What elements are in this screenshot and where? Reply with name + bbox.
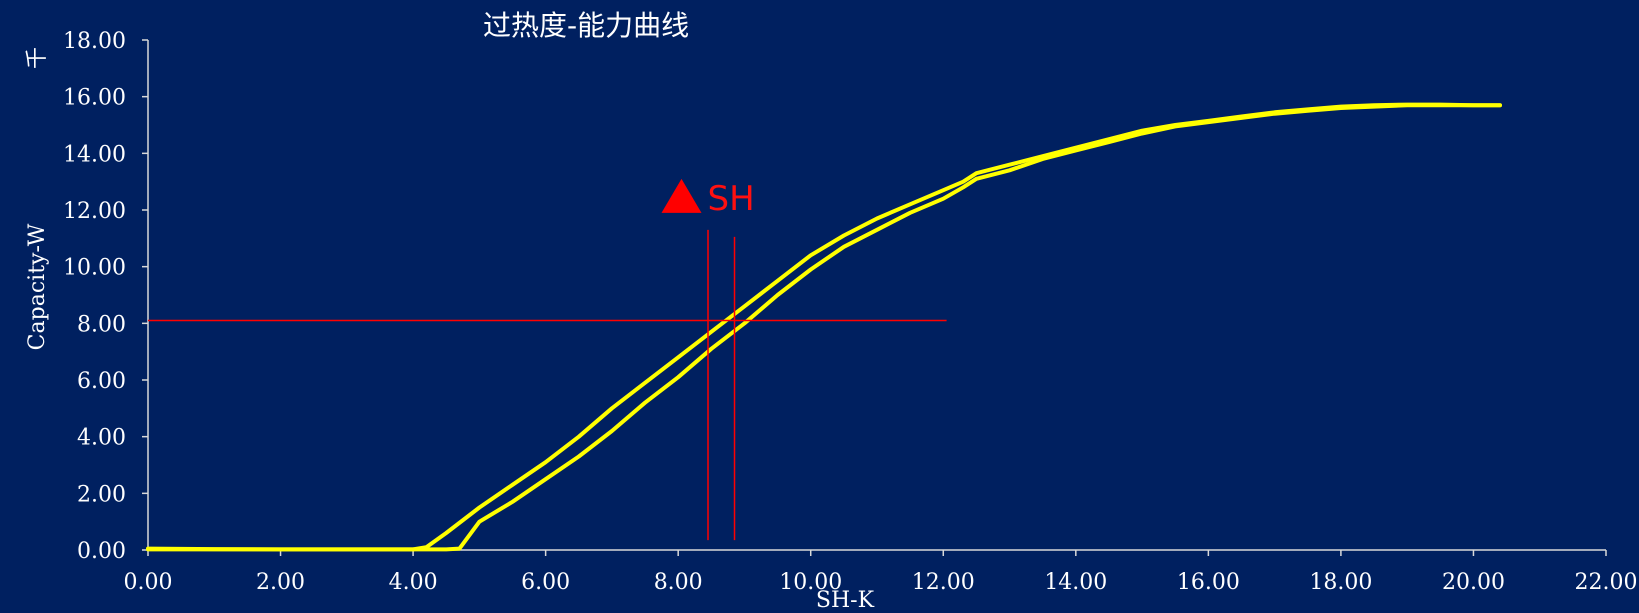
x-axis-title: SH-K (816, 588, 875, 613)
marker-label: SH (707, 179, 754, 219)
y-axis-title: Capacity-W (25, 223, 50, 350)
y-tick-label: 12.00 (63, 199, 126, 224)
y-tick-label: 16.00 (63, 86, 126, 111)
y-tick-label: 4.00 (77, 426, 126, 451)
annotations-group: SH (148, 178, 947, 541)
x-tick-label: 6.00 (521, 570, 570, 595)
y-tick-label: 6.00 (77, 369, 126, 394)
y-tick-label: 14.00 (63, 142, 126, 167)
x-tick-label: 12.00 (912, 570, 975, 595)
series-group (146, 102, 1502, 552)
x-tick-label: 10.00 (779, 570, 842, 595)
x-tick-label: 18.00 (1309, 570, 1372, 595)
x-tick-label: 2.00 (256, 570, 305, 595)
y-tick-label: 8.00 (77, 312, 126, 337)
x-tick-label: 4.00 (389, 570, 438, 595)
axes: 0.00 2.00 4.00 6.00 8.00 10.00 12.00 14.00 16.00… (63, 29, 1637, 595)
triangle-marker-icon (661, 178, 702, 213)
y-axis-unit: 千 (25, 47, 50, 69)
x-tick-label: 0.00 (124, 570, 173, 595)
x-tick-label: 8.00 (654, 570, 703, 595)
series-line-2 (146, 103, 1502, 552)
y-tick-label: 18.00 (63, 29, 126, 54)
x-tick-label: 20.00 (1442, 570, 1505, 595)
x-tick-label: 14.00 (1044, 570, 1107, 595)
x-tick-label: 16.00 (1177, 570, 1240, 595)
y-tick-label: 0.00 (77, 539, 126, 564)
y-tick-label: 2.00 (77, 482, 126, 507)
x-tick-label: 22.00 (1575, 570, 1638, 595)
y-tick-label: 10.00 (63, 256, 126, 281)
series-line-1 (146, 102, 1502, 552)
chart-title: 过热度-能力曲线 (483, 9, 689, 42)
